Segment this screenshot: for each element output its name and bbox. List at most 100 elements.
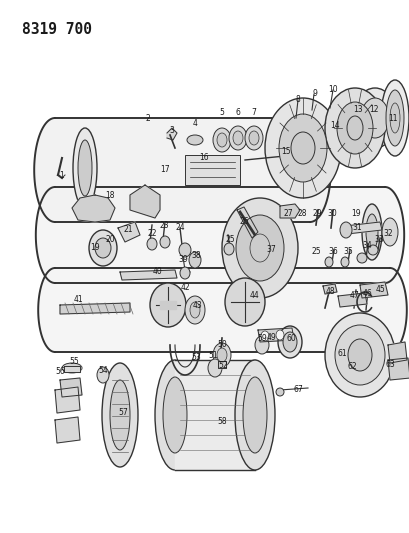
Ellipse shape xyxy=(352,88,396,148)
Ellipse shape xyxy=(389,103,399,133)
Ellipse shape xyxy=(213,343,230,367)
Text: 16: 16 xyxy=(199,152,208,161)
Polygon shape xyxy=(359,282,387,298)
Text: 18: 18 xyxy=(105,190,115,199)
Ellipse shape xyxy=(189,252,200,268)
Text: 11: 11 xyxy=(387,114,397,123)
Ellipse shape xyxy=(150,283,186,327)
Text: 9: 9 xyxy=(312,88,317,98)
Ellipse shape xyxy=(248,131,258,145)
Ellipse shape xyxy=(356,253,366,263)
Ellipse shape xyxy=(365,214,377,250)
Text: 31: 31 xyxy=(351,223,361,232)
Text: 33: 33 xyxy=(373,236,383,245)
Ellipse shape xyxy=(367,245,377,255)
Text: 59: 59 xyxy=(256,335,266,343)
Ellipse shape xyxy=(346,116,362,140)
Text: 38: 38 xyxy=(191,251,200,260)
Ellipse shape xyxy=(277,326,301,358)
Text: 39: 39 xyxy=(178,255,187,264)
Ellipse shape xyxy=(324,257,332,267)
Text: 51: 51 xyxy=(208,351,217,360)
Text: 49: 49 xyxy=(267,334,276,343)
Text: 8: 8 xyxy=(295,94,300,103)
Text: 52: 52 xyxy=(218,361,227,370)
Text: 55: 55 xyxy=(69,358,79,367)
Ellipse shape xyxy=(147,238,157,250)
Text: 46: 46 xyxy=(362,288,372,297)
Text: 5: 5 xyxy=(219,108,224,117)
Text: 17: 17 xyxy=(160,166,169,174)
Ellipse shape xyxy=(221,198,297,298)
Ellipse shape xyxy=(110,380,130,450)
Text: 34: 34 xyxy=(361,241,371,251)
Text: 7: 7 xyxy=(251,108,256,117)
Text: 45: 45 xyxy=(375,285,385,294)
Text: 63: 63 xyxy=(384,360,394,369)
Ellipse shape xyxy=(243,377,266,453)
Text: 22: 22 xyxy=(147,229,156,238)
Ellipse shape xyxy=(155,360,195,470)
Polygon shape xyxy=(55,417,80,443)
Text: 61: 61 xyxy=(336,350,346,359)
Text: 25: 25 xyxy=(310,247,320,256)
Polygon shape xyxy=(55,387,80,413)
Ellipse shape xyxy=(187,135,202,145)
Text: 8319 700: 8319 700 xyxy=(22,22,92,37)
Ellipse shape xyxy=(381,218,397,246)
Text: 2: 2 xyxy=(145,114,150,123)
Polygon shape xyxy=(120,270,177,280)
Ellipse shape xyxy=(249,234,270,262)
Ellipse shape xyxy=(232,131,243,145)
Polygon shape xyxy=(344,222,381,234)
Ellipse shape xyxy=(339,222,351,238)
Ellipse shape xyxy=(180,267,189,279)
Text: 28: 28 xyxy=(297,208,306,217)
Polygon shape xyxy=(279,204,299,218)
Ellipse shape xyxy=(261,331,268,341)
Text: 12: 12 xyxy=(369,104,378,114)
Ellipse shape xyxy=(324,88,384,168)
Ellipse shape xyxy=(95,238,111,258)
Ellipse shape xyxy=(189,302,200,318)
Polygon shape xyxy=(60,378,82,397)
Ellipse shape xyxy=(78,140,92,196)
Text: 67: 67 xyxy=(292,385,302,394)
Ellipse shape xyxy=(347,339,371,371)
Ellipse shape xyxy=(216,133,227,147)
Polygon shape xyxy=(218,361,225,368)
Ellipse shape xyxy=(97,367,109,383)
Text: 10: 10 xyxy=(327,85,337,93)
Ellipse shape xyxy=(163,377,187,453)
Polygon shape xyxy=(175,360,254,470)
Text: 20: 20 xyxy=(105,236,115,245)
Text: 41: 41 xyxy=(73,295,83,304)
Text: 27: 27 xyxy=(283,208,292,217)
Ellipse shape xyxy=(236,215,283,281)
Ellipse shape xyxy=(179,243,191,257)
Polygon shape xyxy=(387,358,409,380)
Ellipse shape xyxy=(229,126,246,150)
Ellipse shape xyxy=(213,128,230,152)
Ellipse shape xyxy=(275,388,283,396)
Ellipse shape xyxy=(282,332,296,352)
Text: 21: 21 xyxy=(123,225,133,235)
Text: 48: 48 xyxy=(324,287,334,295)
Text: 53: 53 xyxy=(191,353,200,362)
Text: 42: 42 xyxy=(180,282,189,292)
Text: 44: 44 xyxy=(249,290,259,300)
Text: 4: 4 xyxy=(192,118,197,127)
Text: 35: 35 xyxy=(342,247,352,256)
Ellipse shape xyxy=(361,204,381,260)
Text: 47: 47 xyxy=(349,290,359,300)
Ellipse shape xyxy=(62,363,82,373)
Ellipse shape xyxy=(89,230,117,266)
Polygon shape xyxy=(72,195,115,222)
Text: 6: 6 xyxy=(235,108,240,117)
Ellipse shape xyxy=(360,98,388,138)
Text: 30: 30 xyxy=(326,208,336,217)
Polygon shape xyxy=(64,366,80,372)
Ellipse shape xyxy=(225,278,264,326)
Ellipse shape xyxy=(340,257,348,267)
Ellipse shape xyxy=(385,90,403,146)
